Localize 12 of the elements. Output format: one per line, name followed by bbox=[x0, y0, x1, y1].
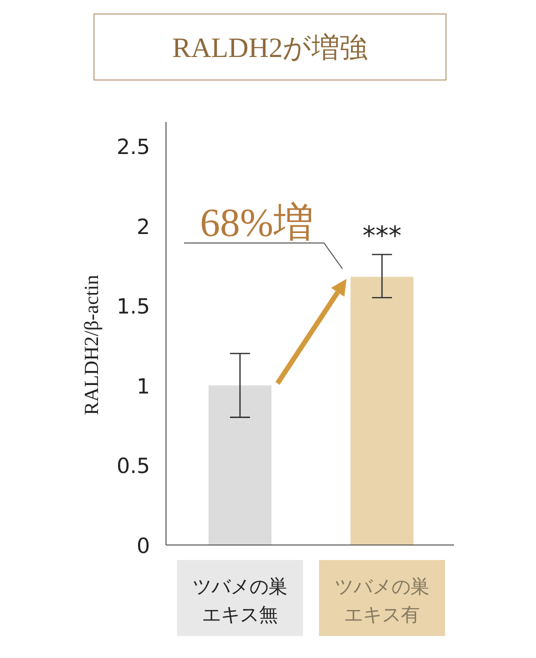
y-tick-label: 1.5 bbox=[116, 294, 150, 319]
y-tick-label: 0.5 bbox=[116, 454, 150, 478]
y-axis-title: RALDH2/β-actin bbox=[81, 274, 103, 416]
annotation: 68%増 bbox=[200, 200, 314, 245]
y-tick-label: 1 bbox=[136, 374, 150, 398]
y-tick-label: 2.5 bbox=[116, 135, 150, 159]
chart-title: RALDH2が増強 bbox=[172, 32, 368, 64]
x-tick-label: ツバメの巣エキス無 bbox=[192, 576, 288, 626]
annotation: *** bbox=[362, 222, 402, 252]
y-tick-label: 2 bbox=[136, 214, 150, 239]
x-tick-label: ツバメの巣エキス有 bbox=[334, 576, 430, 626]
y-tick-label: 0 bbox=[136, 534, 150, 558]
